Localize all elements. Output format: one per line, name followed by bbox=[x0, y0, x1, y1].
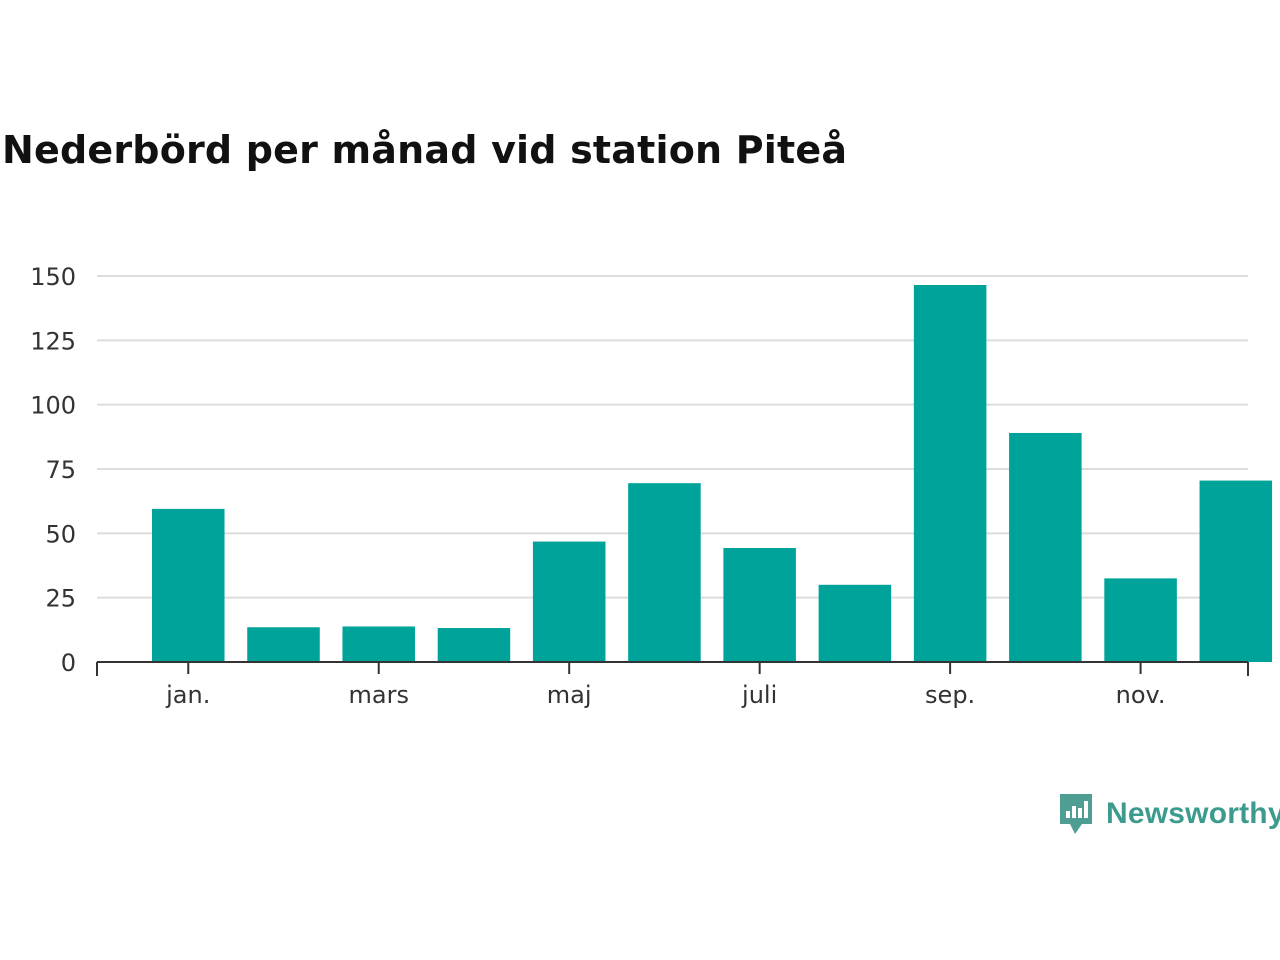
y-tick-label-150: 150 bbox=[30, 263, 76, 291]
y-tick-label-125: 125 bbox=[30, 327, 76, 355]
bar-nov bbox=[1104, 578, 1177, 662]
bar-juni bbox=[628, 483, 701, 662]
y-tick-labels: 0 25 50 75 100 125 150 bbox=[30, 263, 76, 677]
y-tick-label-50: 50 bbox=[45, 520, 76, 548]
chart-bubble-icon bbox=[1060, 794, 1092, 834]
bar-sep bbox=[913, 285, 987, 662]
bar-apr bbox=[437, 628, 511, 662]
newsworthy-logo: Newsworthy bbox=[1058, 792, 1280, 836]
bar-juli bbox=[723, 548, 796, 662]
y-tick-label-0: 0 bbox=[61, 649, 76, 677]
bars bbox=[152, 285, 1273, 662]
bar-dec bbox=[1199, 480, 1273, 662]
chart-title: Nederbörd per månad vid station Piteå bbox=[2, 128, 848, 172]
bar-mars bbox=[342, 626, 415, 662]
bar-jan bbox=[152, 508, 225, 662]
x-tick-label-mars: mars bbox=[348, 681, 408, 709]
x-tick-label-juli: juli bbox=[741, 681, 777, 709]
bar-feb bbox=[247, 627, 320, 662]
x-tick-label-nov: nov. bbox=[1116, 681, 1166, 709]
y-tick-label-25: 25 bbox=[45, 585, 76, 613]
bar-okt bbox=[1009, 432, 1082, 662]
y-tick-label-100: 100 bbox=[30, 392, 76, 420]
axes bbox=[96, 661, 1249, 676]
logo-text: Newsworthy bbox=[1106, 797, 1280, 830]
x-tick-label-jan: jan. bbox=[165, 681, 210, 709]
bar-aug bbox=[818, 584, 892, 662]
bar-maj bbox=[532, 541, 606, 662]
y-tick-label-75: 75 bbox=[45, 456, 76, 484]
x-tick-label-maj: maj bbox=[547, 681, 592, 709]
x-tick-label-sep: sep. bbox=[925, 681, 975, 709]
x-tick-labels: jan. mars maj juli sep. nov. bbox=[165, 681, 1165, 709]
